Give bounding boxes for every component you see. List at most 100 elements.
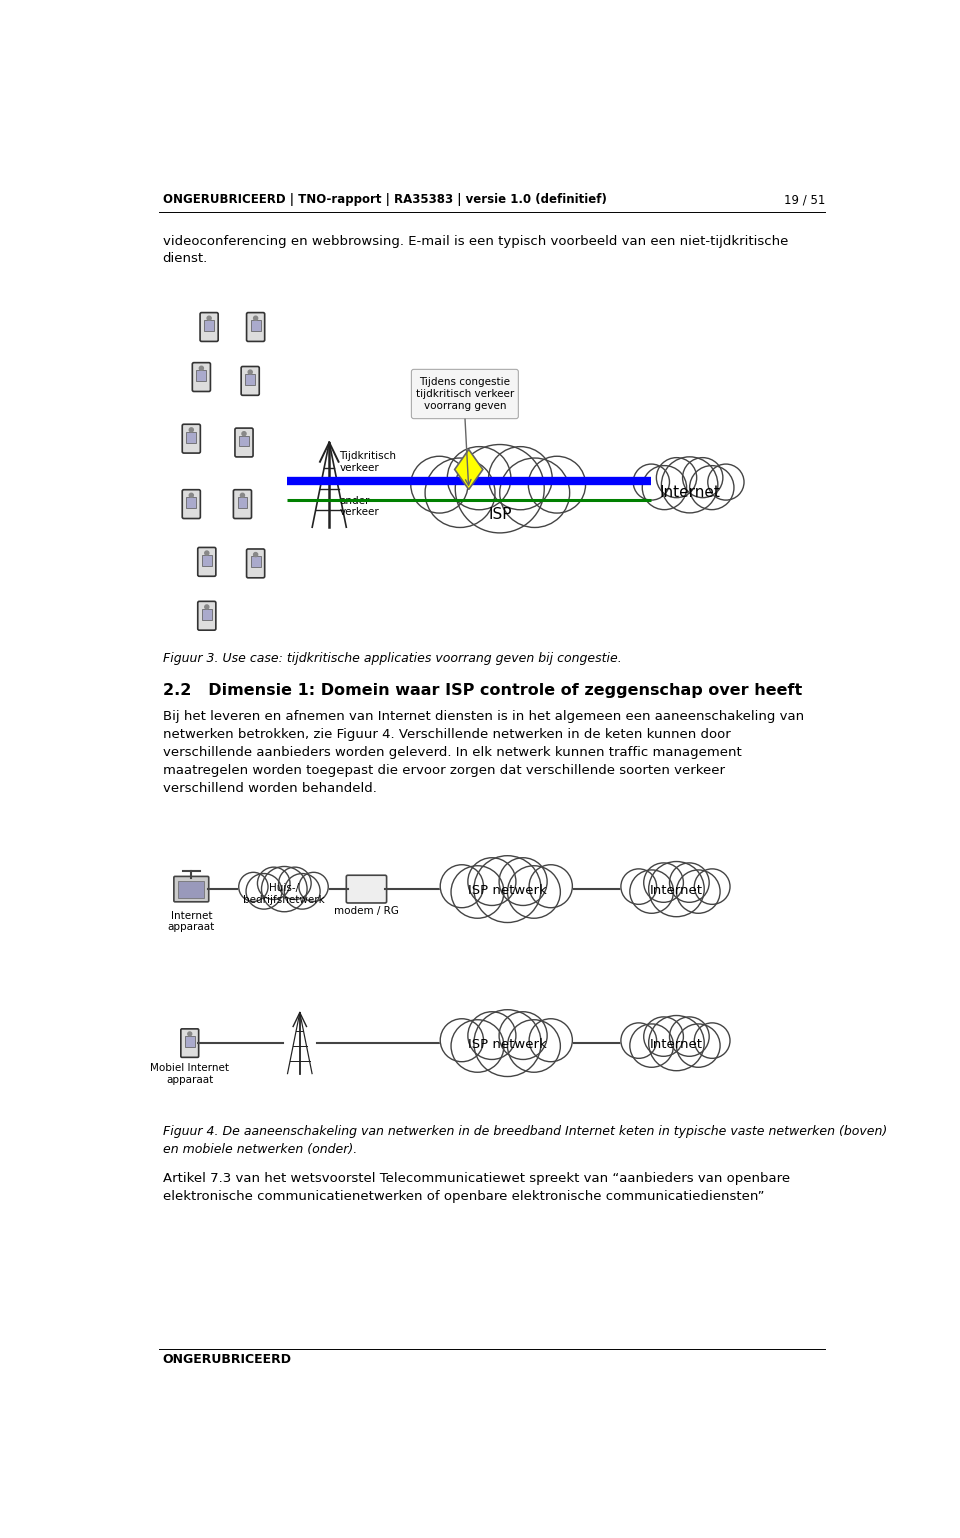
Circle shape [649,1015,705,1070]
Circle shape [451,866,504,918]
FancyBboxPatch shape [182,489,201,518]
Circle shape [689,466,734,509]
Circle shape [630,1024,674,1067]
Circle shape [284,874,320,909]
Circle shape [677,871,720,914]
FancyBboxPatch shape [198,601,216,631]
Text: 2.2   Dimensie 1: Domein waar ISP controle of zeggenschap over heeft: 2.2 Dimensie 1: Domein waar ISP controle… [162,683,802,698]
Circle shape [239,872,268,901]
Bar [246,374,255,384]
Circle shape [677,1024,720,1067]
Text: Tijdens congestie
tijdkritisch verkeer
voorrang geven: Tijdens congestie tijdkritisch verkeer v… [416,377,514,411]
Circle shape [694,1023,730,1058]
FancyBboxPatch shape [247,312,265,341]
Circle shape [649,861,705,917]
Circle shape [246,874,282,909]
Circle shape [204,551,209,555]
Circle shape [661,457,718,512]
Circle shape [261,866,307,912]
Bar [184,1037,195,1047]
Circle shape [425,458,495,528]
Bar [186,432,196,443]
Circle shape [499,858,547,906]
Text: modem / RG: modem / RG [334,906,399,917]
Circle shape [708,464,744,500]
Circle shape [451,1020,504,1072]
Text: ander
verkeer: ander verkeer [339,495,379,517]
Text: 19 / 51: 19 / 51 [784,194,826,206]
Circle shape [200,366,204,371]
Text: videoconferencing en webbrowsing. E-mail is een typisch voorbeeld van een niet-t: videoconferencing en webbrowsing. E-mail… [162,235,788,265]
Circle shape [299,872,328,901]
Text: Figuur 3. Use case: tijdkritische applicaties voorrang geven bij congestie.: Figuur 3. Use case: tijdkritische applic… [162,652,621,664]
Circle shape [204,604,209,609]
Bar [251,557,260,568]
Text: Tijdkritisch
verkeer: Tijdkritisch verkeer [339,451,396,472]
Bar [251,320,260,331]
Circle shape [669,863,709,903]
Circle shape [441,864,484,907]
Text: Artikel 7.3 van het wetsvoorstel Telecommunicatiewet spreekt van “aanbieders van: Artikel 7.3 van het wetsvoorstel Telecom… [162,1172,790,1203]
FancyBboxPatch shape [182,424,201,454]
Circle shape [630,871,674,914]
Circle shape [242,432,246,435]
Text: Internet
apparaat: Internet apparaat [168,910,215,932]
FancyBboxPatch shape [412,369,518,418]
FancyBboxPatch shape [347,875,387,903]
Text: ONGERUBRICEERD | TNO-rapport | RA35383 | versie 1.0 (definitief): ONGERUBRICEERD | TNO-rapport | RA35383 |… [162,194,607,206]
Text: Internet: Internet [650,884,703,897]
FancyBboxPatch shape [198,548,216,577]
Circle shape [474,855,541,923]
Text: ISP netwerk: ISP netwerk [468,884,547,897]
Text: Bij het leveren en afnemen van Internet diensten is in het algemeen een aaneensc: Bij het leveren en afnemen van Internet … [162,711,804,795]
Circle shape [499,1012,547,1060]
Bar [186,497,196,508]
Circle shape [441,1018,484,1061]
FancyBboxPatch shape [180,1029,199,1057]
Circle shape [474,1009,541,1077]
Circle shape [669,1017,709,1057]
Bar [204,320,214,331]
Circle shape [278,867,311,900]
FancyBboxPatch shape [241,366,259,395]
Circle shape [694,869,730,904]
Circle shape [642,466,686,509]
Circle shape [468,858,516,906]
Circle shape [253,552,257,557]
Circle shape [240,494,245,497]
Circle shape [508,866,561,918]
Text: Internet: Internet [650,1038,703,1050]
Circle shape [411,457,468,514]
Text: Mobiel Internet
apparaat: Mobiel Internet apparaat [151,1063,229,1084]
Circle shape [489,446,552,509]
Circle shape [529,1018,572,1061]
Text: Figuur 4. De aaneenschakeling van netwerken in de breedband Internet keten in ty: Figuur 4. De aaneenschakeling van netwer… [162,1126,887,1155]
Text: ISP: ISP [488,506,512,521]
FancyBboxPatch shape [200,312,218,341]
Circle shape [455,444,544,532]
Bar [202,555,211,566]
Text: ISP netwerk: ISP netwerk [468,1038,547,1050]
Circle shape [447,446,511,509]
Circle shape [248,371,252,374]
Circle shape [644,863,684,903]
Circle shape [207,317,211,320]
Circle shape [621,869,657,904]
Circle shape [621,1023,657,1058]
Bar [239,435,249,446]
Bar [237,497,248,508]
Text: Internet: Internet [660,484,720,500]
Bar [202,609,211,620]
Circle shape [657,458,697,498]
Circle shape [508,1020,561,1072]
FancyBboxPatch shape [233,489,252,518]
Circle shape [528,457,586,514]
Bar [197,371,206,381]
Circle shape [468,1012,516,1060]
Polygon shape [455,449,483,489]
FancyBboxPatch shape [235,428,253,457]
Text: Huis-/
bedrijfsnetwerk: Huis-/ bedrijfsnetwerk [244,883,325,904]
Circle shape [500,458,569,528]
Circle shape [634,464,669,500]
Circle shape [644,1017,684,1057]
